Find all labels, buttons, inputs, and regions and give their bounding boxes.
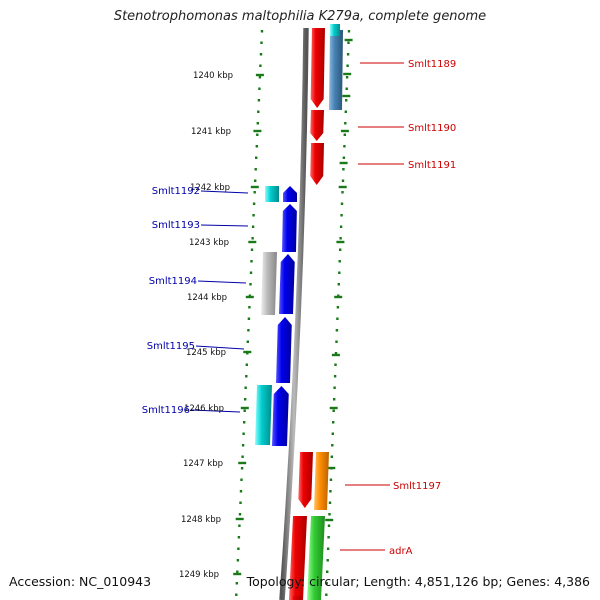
gene-smlt1189 [310, 28, 325, 108]
gene-smlt1195 [276, 317, 292, 383]
map-title: Stenotrophomonas maltophilia K279a, comp… [113, 9, 487, 24]
gene-label-adra: adrA [389, 546, 413, 557]
gene-adra [307, 516, 325, 600]
leader-line [200, 190, 249, 194]
gene-blue [283, 186, 297, 202]
gene-smlt1196 [255, 385, 272, 445]
left-tick-column [235, 30, 264, 596]
label-leader-lines [190, 62, 404, 551]
ruler-label: 1247 kbp [183, 459, 223, 469]
genome-backbone [279, 27, 309, 600]
ruler-label: 1249 kbp [179, 570, 219, 580]
ruler-label: 1244 kbp [187, 293, 227, 303]
gene-blue [272, 386, 289, 446]
ruler-label: 1240 kbp [193, 71, 233, 81]
leader-line [197, 280, 247, 284]
gene-red [289, 516, 307, 600]
ruler-label: 1241 kbp [191, 127, 231, 137]
gene-smlt1193 [282, 204, 297, 252]
ruler-label: 1242 kbp [190, 183, 230, 193]
gene-label-smlt1193: Smlt1193 [152, 220, 200, 231]
gene-label-smlt1195: Smlt1195 [147, 341, 195, 352]
gene-smlt1191 [310, 143, 324, 185]
gene-label-smlt1191: Smlt1191 [408, 160, 456, 171]
leader-line [200, 224, 249, 227]
accession-text: Accession: NC_010943 [9, 574, 152, 589]
ruler-label: 1243 kbp [189, 238, 229, 248]
gene-smlt1190 [310, 110, 324, 141]
genome-summary-text: Topology: circular; Length: 4,851,126 bp… [246, 574, 590, 589]
gene-smlt1192 [265, 186, 279, 202]
ruler-label: 1246 kbp [184, 404, 224, 414]
gene-features [255, 24, 343, 600]
labels: 1240 kbp 1241 kbp 1242 kbp 1243 kbp 1244 kbp… [142, 59, 457, 580]
gene-label-smlt1194: Smlt1194 [149, 276, 197, 287]
leader-line [195, 345, 245, 350]
gene-label-smlt1190: Smlt1190 [408, 123, 456, 134]
gene-steelblue [329, 30, 343, 110]
tick-marks [233, 30, 353, 596]
gene-red [290, 596, 301, 600]
gene-label-smlt1189: Smlt1189 [408, 59, 456, 70]
backbone-curve [279, 27, 309, 600]
ruler-label: 1248 kbp [181, 515, 221, 525]
leader-line [190, 409, 241, 413]
gene-label-smlt1196: Smlt1196 [142, 405, 190, 416]
gene-cyan [330, 24, 340, 36]
gene-blue [279, 254, 295, 314]
gene-label-smlt1197: Smlt1197 [393, 481, 441, 492]
ruler-label: 1245 kbp [186, 348, 226, 358]
gene-smlt1197 [314, 452, 329, 510]
gene-red [298, 452, 313, 508]
gene-label-smlt1192: Smlt1192 [152, 186, 200, 197]
gene-smlt1194 [261, 252, 277, 315]
right-tick-column [325, 30, 351, 596]
